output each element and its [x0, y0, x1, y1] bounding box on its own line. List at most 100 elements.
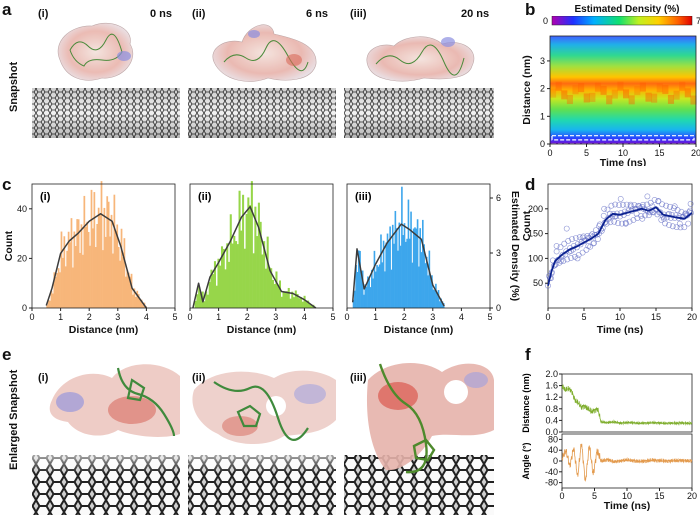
hist-bar	[74, 246, 77, 308]
y-tick-label: 80	[548, 434, 558, 444]
y-tick-label: 0.4	[545, 415, 558, 425]
scatter-point	[568, 255, 574, 261]
x-tick-label: 10	[622, 491, 632, 501]
hist-bar	[76, 219, 79, 308]
y-tick-label: -40	[545, 467, 558, 477]
hist-bar	[397, 250, 399, 308]
hist-bar	[236, 244, 239, 308]
y-right-tick-label: 3	[496, 248, 501, 258]
hist-bar	[399, 245, 402, 308]
hist-bar	[136, 290, 139, 308]
hist-bar	[102, 250, 104, 308]
panel-label-b: b	[525, 0, 536, 19]
enlarged-tube-i	[32, 455, 180, 515]
hist-bar	[271, 279, 274, 308]
heat-streak	[651, 93, 658, 103]
hist-bar	[359, 250, 361, 308]
scatter-point	[663, 202, 669, 209]
hist-bar	[308, 303, 311, 308]
hist-bar	[86, 221, 89, 308]
hist-bar	[198, 286, 201, 308]
hist-xlabel: Distance (nm)	[227, 324, 296, 336]
colorbar-max: 7	[696, 16, 700, 26]
hist-bar	[80, 224, 83, 308]
y-right-tick-label: 0	[496, 303, 501, 313]
heat-streak	[572, 85, 579, 95]
heat-streak	[656, 83, 663, 93]
hist-bar	[407, 199, 410, 308]
y-tick-label: 1.6	[545, 381, 558, 391]
x-tick-label: 0	[29, 312, 34, 322]
hist-bar	[199, 292, 202, 308]
panel-label-e: e	[2, 345, 12, 364]
scatter-point	[667, 215, 674, 221]
hist-bar	[382, 240, 385, 308]
hist-bar	[245, 213, 248, 308]
hist-bar	[432, 289, 435, 308]
hist-bar	[124, 276, 127, 308]
x-tick-label: 0	[547, 148, 552, 158]
hist-bar	[240, 230, 243, 308]
x-tick-label: 4	[459, 312, 464, 322]
trace-f-top: 0.0 0.40.8 1.21.6 2.0 Distance (nm)	[521, 369, 693, 437]
scatter-point	[682, 210, 689, 217]
y-tick-label: 2	[540, 84, 545, 94]
scatter-point	[560, 258, 567, 264]
x-tick-label: 3	[430, 312, 435, 322]
hist-bar	[307, 300, 310, 308]
heatmap-axes: 0 5 10 15 20 0 1 2 3 Time (ns) Distance (nm)	[521, 35, 700, 166]
hist-bar	[112, 253, 114, 308]
scatter-point	[654, 211, 661, 218]
hist-bar	[99, 213, 101, 308]
hist-bar	[405, 241, 407, 308]
frame-a-i-time: 0 ns	[150, 8, 173, 20]
snapshot-images	[32, 22, 494, 138]
hist-bar	[94, 247, 97, 308]
scatter-point	[659, 201, 666, 208]
heat-streak	[561, 90, 568, 100]
heat-streak	[555, 81, 562, 91]
heat-streak	[617, 81, 624, 91]
y-tick-label: 1.2	[545, 392, 558, 402]
x-tick-label: 4	[302, 312, 307, 322]
frame-a-iii-label: (iii)	[350, 8, 367, 20]
frame-e-i-label: (i)	[38, 372, 49, 384]
scatter-point	[589, 231, 596, 238]
nanotube-ii	[188, 88, 336, 138]
scatter-point	[559, 252, 566, 258]
hist-bar	[301, 301, 304, 308]
heat-streak	[684, 88, 691, 98]
trace-line	[561, 443, 693, 482]
hist-bar	[363, 294, 365, 308]
hist-bar	[291, 291, 294, 308]
hist-bar	[298, 298, 301, 308]
frame-e-ii-label: (ii)	[192, 372, 206, 384]
heat-streak	[679, 81, 686, 91]
hist-bar	[113, 194, 116, 308]
scatter-point	[579, 249, 586, 256]
hist-bar	[357, 250, 360, 308]
scatter-point	[563, 225, 570, 232]
scatter-point	[607, 219, 614, 226]
scatter-point	[640, 201, 646, 208]
enlarged-row-label: Enlarged Snapshot	[8, 369, 20, 470]
protein-ii	[212, 24, 317, 82]
heatmap-streaks	[550, 81, 697, 105]
hist-bar	[287, 287, 290, 308]
x-tick-label: 10	[615, 312, 625, 322]
heat-streak	[566, 95, 573, 105]
hist-bar	[259, 221, 262, 308]
histogram-3: (iii) 0 1 2 3 4 5 Distance (nm) 0 3 6 Estimated Den…	[344, 183, 520, 336]
hist-bar	[62, 257, 64, 308]
hist-bar	[371, 269, 373, 308]
hist-bar	[69, 242, 71, 308]
hist-bar	[263, 241, 266, 308]
hist-bar	[391, 224, 394, 308]
scatter-point	[638, 213, 644, 219]
panel-label-a: a	[2, 0, 12, 19]
hist-bar	[300, 297, 303, 308]
x-tick-label: 20	[687, 491, 697, 501]
histogram-2: (ii) 0 1 2 3 4 5 Distance (nm)	[187, 181, 336, 336]
hist-bar	[217, 258, 220, 308]
